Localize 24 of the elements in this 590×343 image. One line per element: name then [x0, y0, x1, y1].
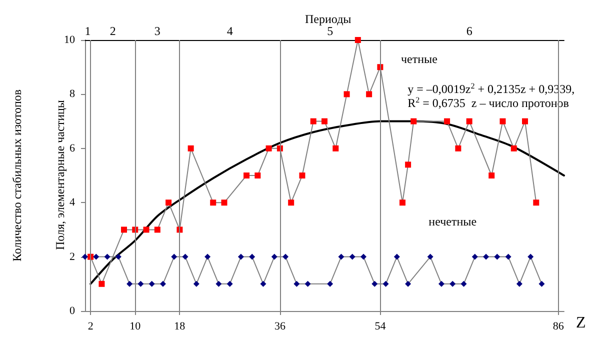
text: 4 [226, 24, 233, 38]
text: нечетные [428, 214, 477, 229]
x-tick-label: 10 [130, 320, 142, 332]
x-tick-label: 54 [374, 320, 386, 332]
text: 3 [154, 24, 160, 38]
text: 1 [84, 24, 91, 38]
x-tick-label: 36 [274, 320, 286, 332]
x-tick-label: 86 [552, 320, 564, 332]
y-tick-label: 0 [70, 305, 76, 317]
chart-title: Периоды [305, 12, 352, 26]
y-axis-title: Количество стабильных изотопов [10, 89, 24, 262]
text: 6 [466, 24, 472, 38]
text: 2 [110, 24, 116, 38]
y-tick-label: 4 [70, 196, 76, 209]
text: 5 [327, 24, 334, 38]
x-tick-label: 18 [174, 320, 186, 332]
x-tick-label: 2 [88, 320, 94, 332]
series-label: четные [400, 52, 438, 66]
x-axis-title: Z [576, 314, 586, 332]
y-tick-label: 2 [70, 250, 75, 263]
y-tick-label: 8 [70, 88, 76, 100]
y-tick-label: 6 [70, 142, 76, 154]
y-tick-label: 10 [64, 34, 76, 46]
text: Поля, элементарные частицы [53, 100, 67, 250]
